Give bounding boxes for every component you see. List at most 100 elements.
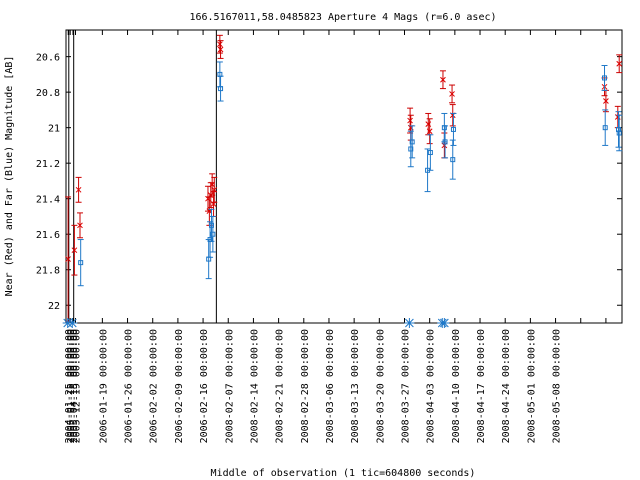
x-tick-label: 2004-01-25 00:00:00 (64, 329, 75, 443)
limit-marker (404, 318, 415, 328)
data-point (216, 61, 223, 88)
data-point (614, 105, 621, 129)
x-tick-label: 2008-02-07 00:00:00 (224, 329, 235, 443)
point-marker (616, 130, 622, 136)
point-marker (602, 75, 608, 81)
x-tick-label: 2006-01-26 00:00:00 (124, 329, 135, 443)
x-tick-label: 2008-04-17 00:00:00 (476, 329, 487, 443)
data-point (71, 224, 78, 276)
vertical-marker-lines (68, 30, 217, 323)
x-tick-label: 2006-01-19 00:00:00 (98, 329, 109, 443)
y-axis: 20.6 20.8 21 21.2 21.4 21.6 21.8 22 (36, 53, 622, 312)
data-point (205, 239, 212, 280)
point-marker (427, 150, 433, 156)
data-point (76, 212, 83, 239)
data-point (601, 65, 608, 91)
limit-marker (439, 318, 450, 328)
point-marker (208, 222, 214, 228)
y-tick-label: 21.2 (36, 159, 60, 170)
point-marker (211, 186, 218, 193)
x-axis-label: Middle of observation (1 tic=604800 seco… (211, 468, 476, 479)
x-tick-label: 2006-02-02 00:00:00 (149, 329, 160, 443)
y-tick-label: 21 (48, 124, 60, 135)
point-marker (449, 91, 455, 97)
y-axis-label: Near (Red) and Far (Blue) Magnitude [AB] (4, 56, 15, 297)
data-point (449, 104, 456, 127)
x-tick-label: 2008-02-21 00:00:00 (275, 329, 286, 443)
data-point (409, 125, 416, 159)
point-marker (616, 60, 623, 67)
data-point (602, 109, 609, 146)
point-marker (78, 260, 84, 266)
y-tick-label: 20.6 (36, 53, 60, 64)
y-tick-label: 21.4 (36, 195, 60, 206)
limit-stroke (440, 318, 449, 328)
data-point (211, 176, 218, 203)
data-point (426, 118, 433, 145)
y-tick-label: 22 (48, 301, 60, 312)
point-marker (408, 146, 414, 152)
x-tick-label: 2008-04-03 00:00:00 (426, 329, 437, 443)
point-marker (440, 76, 446, 83)
x-tick-label: 2006-02-09 00:00:00 (174, 329, 185, 443)
data-point (615, 111, 622, 148)
point-marker (409, 139, 415, 145)
point-marker (602, 125, 608, 131)
chart-title: 166.5167011,58.0485823 Aperture 4 Mags (… (189, 12, 496, 23)
data-point (616, 54, 623, 74)
x-tick-label: 2008-03-13 00:00:00 (350, 329, 361, 443)
point-marker (65, 256, 71, 262)
data-point (441, 112, 448, 143)
series-far-blue (77, 61, 623, 287)
point-marker (426, 128, 433, 135)
point-marker (71, 247, 78, 254)
data-point (216, 34, 223, 54)
point-marker (407, 117, 413, 124)
limit-stroke (405, 318, 414, 328)
point-marker (450, 126, 456, 132)
point-marker (217, 46, 224, 53)
limit-markers (62, 318, 450, 328)
data-point (616, 114, 623, 152)
data-point (449, 139, 456, 180)
data-point (602, 89, 609, 113)
point-marker (603, 98, 609, 104)
limit-marker (67, 318, 78, 328)
x-tick-label: 2008-05-08 00:00:00 (552, 329, 563, 443)
y-tick-label: 21.8 (36, 266, 60, 277)
data-point (449, 84, 456, 104)
data-point (217, 40, 224, 59)
plot-frame (65, 29, 623, 324)
data-point (209, 215, 216, 253)
limit-stroke (67, 318, 77, 328)
point-marker (210, 231, 216, 237)
y-tick-label: 20.8 (36, 88, 60, 99)
point-marker (77, 222, 83, 229)
x-tick-label: 2005-01-15 00:00:00 (66, 329, 77, 443)
point-marker (450, 157, 456, 163)
data-point (75, 176, 82, 203)
data-point (217, 75, 224, 102)
x-tick-label: 2008-04-24 00:00:00 (501, 329, 512, 443)
data-point (427, 134, 434, 171)
point-marker (442, 139, 448, 145)
point-marker (217, 41, 223, 48)
x-tick-label: 2008-02-28 00:00:00 (300, 329, 311, 443)
point-marker (218, 86, 224, 92)
data-series (65, 34, 623, 322)
x-tick-label: 2008-03-06 00:00:00 (325, 329, 336, 443)
data-point (77, 239, 84, 287)
x-tick-label: 2008-03-20 00:00:00 (375, 329, 386, 443)
x-tick-label: 2008-05-01 00:00:00 (526, 329, 537, 443)
x-tick-label: 2008-02-14 00:00:00 (249, 329, 260, 443)
x-tick-label: 2005-12-19 00:00:00 (72, 329, 83, 443)
data-point (450, 112, 457, 146)
y-tick-label: 21.6 (36, 230, 60, 241)
x-tick-label: 2005-04-15 00:00:00 (69, 329, 80, 443)
data-point (442, 125, 449, 159)
x-tick-label: 2006-02-16 00:00:00 (199, 329, 210, 443)
data-point (439, 70, 446, 90)
x-tick-label: 2008-03-27 00:00:00 (400, 329, 411, 443)
